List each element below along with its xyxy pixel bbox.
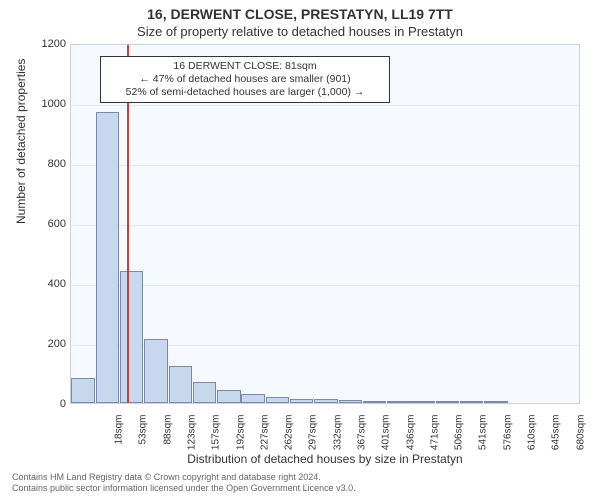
y-tick-label: 1200 <box>38 38 66 50</box>
x-tick-label: 18sqm <box>114 415 125 455</box>
histogram-bar <box>96 112 119 403</box>
y-tick-label: 800 <box>38 158 66 170</box>
footer-text: Contains HM Land Registry data © Crown c… <box>12 472 356 494</box>
gridline <box>71 285 579 286</box>
x-tick-label: 88sqm <box>162 415 173 455</box>
histogram-bar <box>484 401 507 403</box>
histogram-bar <box>241 394 264 403</box>
x-tick-label: 680sqm <box>575 415 586 455</box>
chart-container: 16, DERWENT CLOSE, PRESTATYN, LL19 7TT S… <box>0 0 600 500</box>
x-tick-label: 192sqm <box>235 415 246 455</box>
x-tick-label: 576sqm <box>502 415 513 455</box>
histogram-bar <box>460 401 483 403</box>
y-axis-label: Number of detached properties <box>14 59 28 224</box>
histogram-bar <box>363 401 386 403</box>
x-tick-label: 157sqm <box>211 415 222 455</box>
y-tick-label: 400 <box>38 278 66 290</box>
x-tick-label: 610sqm <box>527 415 538 455</box>
annotation-line-2: ← 47% of detached houses are smaller (90… <box>107 73 383 86</box>
histogram-bar <box>120 271 143 403</box>
gridline <box>71 105 579 106</box>
x-tick-label: 367sqm <box>357 415 368 455</box>
x-tick-label: 53sqm <box>138 415 149 455</box>
y-tick-label: 0 <box>38 398 66 410</box>
x-tick-label: 541sqm <box>478 415 489 455</box>
x-tick-label: 332sqm <box>332 415 343 455</box>
y-tick-label: 1000 <box>38 98 66 110</box>
x-tick-label: 262sqm <box>284 415 295 455</box>
histogram-bar <box>387 401 410 403</box>
y-tick-label: 600 <box>38 218 66 230</box>
histogram-bar <box>266 397 289 403</box>
annotation-line-1: 16 DERWENT CLOSE: 81sqm <box>107 60 383 73</box>
x-tick-label: 123sqm <box>187 415 198 455</box>
histogram-bar <box>169 366 192 404</box>
x-tick-label: 401sqm <box>381 415 392 455</box>
footer-line-1: Contains HM Land Registry data © Crown c… <box>12 472 356 483</box>
histogram-bar <box>144 339 167 404</box>
histogram-bar <box>290 399 313 404</box>
annotation-box: 16 DERWENT CLOSE: 81sqm← 47% of detached… <box>100 56 390 103</box>
y-tick-label: 200 <box>38 338 66 350</box>
title-line-2: Size of property relative to detached ho… <box>0 24 600 39</box>
x-tick-label: 506sqm <box>454 415 465 455</box>
histogram-bar <box>436 401 459 403</box>
x-tick-label: 471sqm <box>429 415 440 455</box>
x-tick-label: 436sqm <box>405 415 416 455</box>
histogram-bar <box>193 382 216 403</box>
histogram-bar <box>71 378 94 404</box>
x-tick-label: 227sqm <box>259 415 270 455</box>
histogram-bar <box>217 390 240 404</box>
histogram-bar <box>314 399 337 403</box>
histogram-bar <box>339 400 362 403</box>
x-tick-label: 645sqm <box>551 415 562 455</box>
annotation-line-3: 52% of semi-detached houses are larger (… <box>107 86 383 99</box>
x-tick-label: 297sqm <box>308 415 319 455</box>
footer-line-2: Contains public sector information licen… <box>12 483 356 494</box>
histogram-bar <box>411 401 434 403</box>
gridline <box>71 225 579 226</box>
gridline <box>71 165 579 166</box>
title-line-1: 16, DERWENT CLOSE, PRESTATYN, LL19 7TT <box>0 6 600 22</box>
